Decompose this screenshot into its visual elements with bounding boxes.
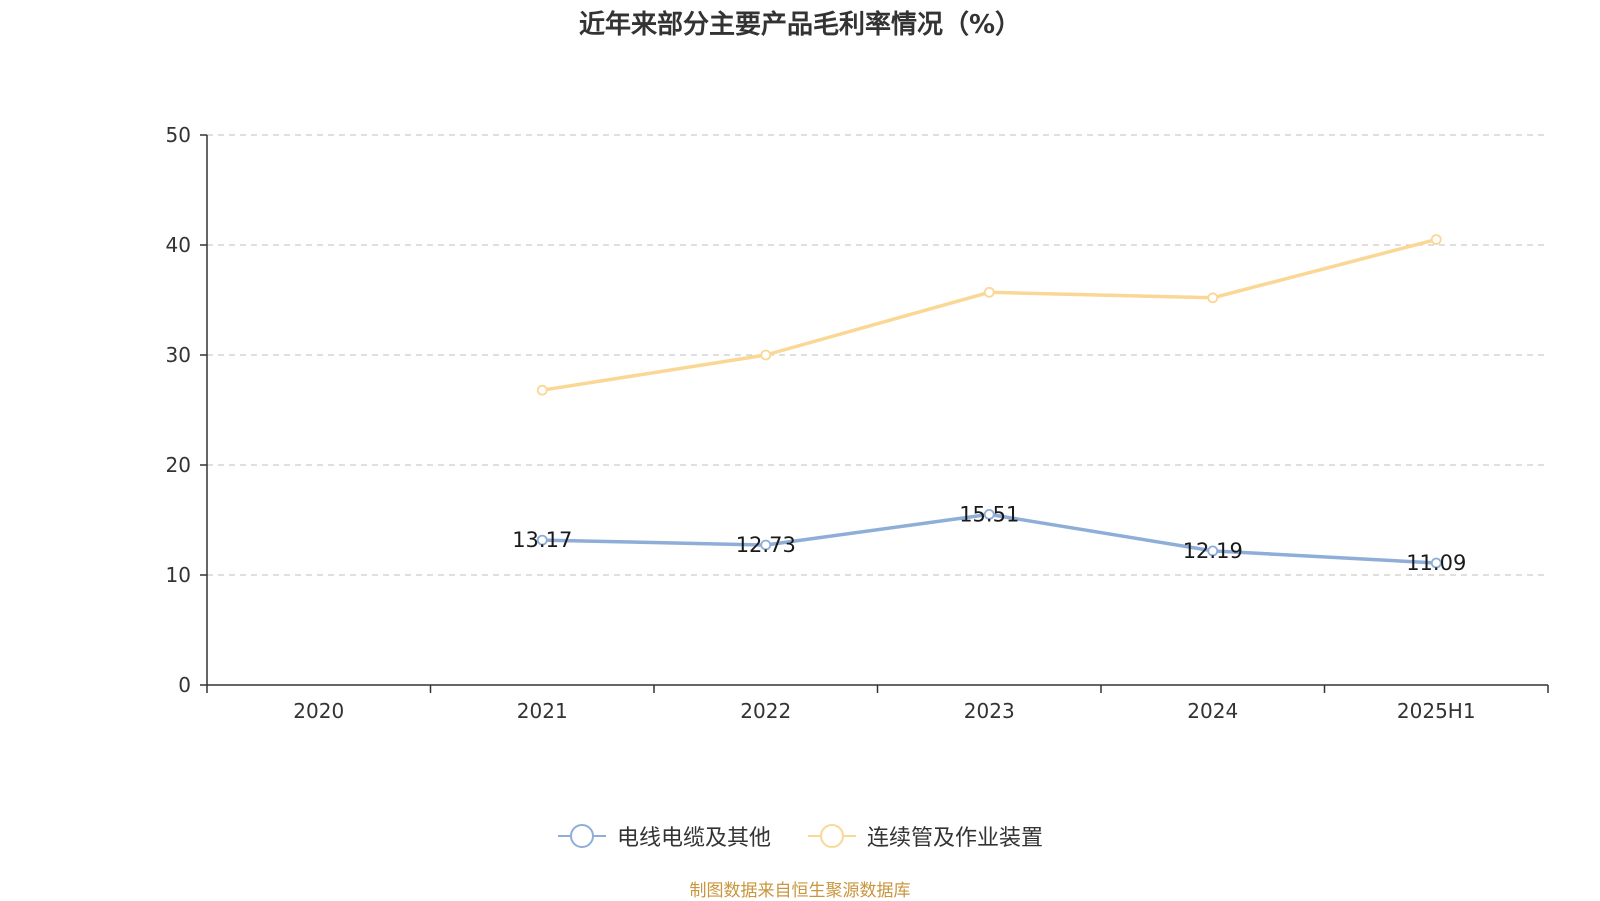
series-1-point-2024[interactable] <box>1207 545 1219 557</box>
series-line-2 <box>542 237 1437 392</box>
y-tick-label-40: 40 <box>166 233 191 257</box>
y-tick-label-0: 0 <box>178 673 191 697</box>
legend-label-series-1: 电线电缆及其他 <box>616 826 771 851</box>
series-2-point-2024[interactable] <box>1207 292 1219 304</box>
legend-item-series-2[interactable]: 连续管及作业装置 <box>807 820 1043 852</box>
data-labels: 13.17 12.73 15.51 12.19 11.09 <box>512 502 1466 575</box>
data-label-series-1-2024: 12.19 <box>1183 539 1243 563</box>
y-tick-label-10: 10 <box>166 563 191 587</box>
series-lines <box>536 234 1442 569</box>
x-tick-label-2022: 2022 <box>740 699 791 723</box>
data-label-series-1-2023: 15.51 <box>959 502 1019 526</box>
series-2-point-2023[interactable] <box>983 286 995 298</box>
source-note: 制图数据来自恒生聚源数据库 <box>689 881 911 901</box>
legend: 电线电缆及其他 连续管及作业装置 <box>0 820 1600 852</box>
x-tick-label-2025H1: 2025H1 <box>1397 699 1476 723</box>
data-label-series-1-2021: 13.17 <box>512 528 572 552</box>
legend-item-series-1[interactable]: 电线电缆及其他 <box>557 820 771 852</box>
series-2-point-2022[interactable] <box>760 349 772 361</box>
series-2-point-2021[interactable] <box>536 384 548 396</box>
chart-title: 近年来部分主要产品毛利率情况（%） <box>578 10 1022 40</box>
data-label-series-1-2025H1: 11.09 <box>1406 551 1466 575</box>
x-tick-label-2020: 2020 <box>293 699 344 723</box>
series-1-point-2022[interactable] <box>760 539 772 551</box>
x-tick-label-2024: 2024 <box>1187 699 1238 723</box>
y-tick-label-30: 30 <box>166 343 191 367</box>
data-label-series-1-2022: 12.73 <box>736 533 796 557</box>
x-tick-label-2021: 2021 <box>517 699 568 723</box>
series-2-point-2025H1[interactable] <box>1430 234 1442 245</box>
series-1-point-2023[interactable] <box>983 508 995 520</box>
grid-lines <box>207 134 1548 576</box>
series-1-point-2025H1[interactable] <box>1430 557 1442 569</box>
y-tick-label-20: 20 <box>166 453 191 477</box>
axes: 0 10 20 30 40 50 2020 2021 2022 2023 2024 2025H1 <box>166 123 1549 723</box>
y-tick-label-50: 50 <box>166 123 191 147</box>
series-1-point-2021[interactable] <box>536 534 548 546</box>
legend-marker-series-1 <box>557 824 606 848</box>
legend-label-series-2: 连续管及作业装置 <box>867 826 1044 851</box>
legend-marker-series-2 <box>808 824 856 848</box>
x-tick-label-2023: 2023 <box>964 699 1015 723</box>
